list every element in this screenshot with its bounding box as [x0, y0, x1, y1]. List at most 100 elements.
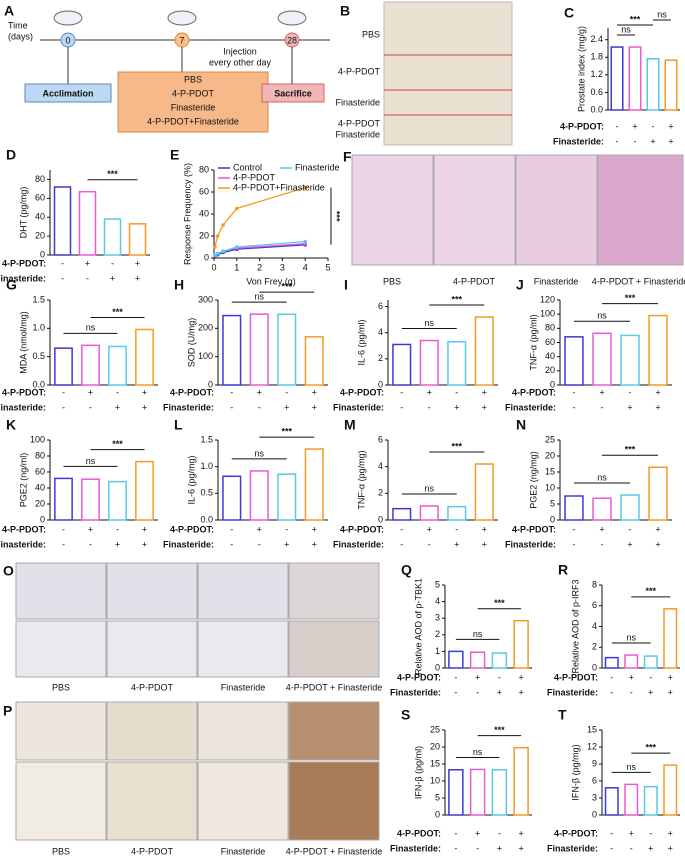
panel-letter: I — [344, 277, 348, 293]
condition-sign: + — [650, 136, 655, 146]
condition-sign: - — [111, 258, 114, 268]
condition-sign: + — [518, 687, 523, 697]
y-tick-label: 15 — [587, 724, 597, 734]
x-tick-label: 3 — [280, 262, 285, 272]
panel-letter: R — [558, 562, 568, 578]
sacrifice-box — [261, 83, 325, 103]
bar — [419, 339, 439, 386]
condition-sign: + — [427, 387, 432, 397]
condition-sign: + — [655, 402, 660, 412]
mouse-icon — [167, 10, 197, 26]
ihc-image — [15, 761, 107, 841]
condition-sign: - — [616, 136, 619, 146]
condition-sign: - — [610, 672, 613, 682]
condition-sign: - — [61, 258, 64, 268]
image-label: 4-P-PDOT — [131, 846, 174, 856]
ihc-image — [106, 620, 198, 678]
condition-sign: + — [599, 524, 604, 534]
condition-sign: + — [497, 843, 502, 853]
y-tick-label: 25 — [430, 724, 440, 734]
condition-sign: + — [142, 524, 147, 534]
bar — [624, 654, 639, 669]
y-tick-label: 40 — [35, 482, 45, 492]
y-tick-label: 0 — [40, 249, 45, 259]
bar — [128, 223, 147, 256]
x-tick-label: 0 — [211, 262, 216, 272]
y-axis-label: Relative AOD of p-TBK1 — [413, 578, 423, 675]
condition-sign: - — [285, 387, 288, 397]
condition-label: 4-P-PDOT: — [170, 387, 214, 397]
condition-sign: - — [62, 539, 65, 549]
data-point — [303, 185, 308, 190]
condition-label: Finasteride: — [333, 539, 384, 549]
data-point — [215, 251, 220, 256]
y-tick-label: 5 — [435, 579, 440, 589]
y-tick-label: 4 — [378, 327, 383, 337]
panel-letter: L — [174, 417, 183, 433]
image-label: PBS — [52, 682, 70, 692]
bar — [564, 336, 584, 386]
y-tick-label: 300 — [198, 294, 213, 304]
bar — [222, 475, 242, 521]
y-tick-label: 60 — [35, 466, 45, 476]
histology-image — [597, 154, 684, 266]
bar — [103, 218, 122, 256]
condition-sign: + — [599, 387, 604, 397]
condition-sign: + — [312, 539, 317, 549]
significance-label: ns — [597, 472, 607, 482]
bar — [663, 764, 678, 816]
condition-label: Finasteride: — [505, 539, 556, 549]
significance-label: *** — [645, 586, 656, 596]
y-tick-label: 100 — [198, 351, 213, 361]
condition-label: 4-P-PDOT: — [340, 524, 384, 534]
y-tick-label: 0.5 — [32, 351, 45, 361]
condition-sign: + — [627, 539, 632, 549]
y-axis-label: PGE2 (ng/ml) — [18, 453, 28, 508]
significance-label: *** — [625, 293, 636, 303]
bar — [474, 463, 494, 521]
panel-letter: P — [3, 703, 12, 719]
bar — [663, 608, 678, 669]
condition-sign: - — [400, 539, 403, 549]
condition-sign: + — [135, 273, 140, 283]
condition-sign: + — [257, 387, 262, 397]
mouse-icon — [53, 10, 83, 26]
condition-sign: - — [86, 273, 89, 283]
condition-sign: - — [454, 687, 457, 697]
condition-label: Finasteride: — [0, 273, 46, 283]
x-tick-label: 2 — [257, 262, 262, 272]
y-tick-label: 20 — [430, 741, 440, 751]
significance-label: *** — [112, 439, 123, 449]
condition-sign: + — [312, 524, 317, 534]
y-tick-label: 0 — [550, 514, 555, 524]
significance-label: *** — [645, 743, 656, 753]
day-label: 28 — [287, 35, 297, 45]
panel-letter: E — [170, 147, 179, 163]
condition-sign: - — [601, 539, 604, 549]
y-tick-label: 2.4 — [590, 34, 603, 44]
condition-sign: - — [89, 402, 92, 412]
bar — [620, 494, 640, 521]
bar — [53, 186, 72, 256]
condition-sign: + — [668, 843, 673, 853]
significance-label: *** — [107, 169, 118, 179]
image-label: 4-P-PDOT + Finasteride — [286, 682, 383, 692]
y-tick-label: 80 — [35, 450, 45, 460]
time-label: Time — [8, 20, 28, 30]
condition-label: Finasteride: — [390, 687, 441, 697]
condition-sign: - — [428, 539, 431, 549]
legend-label: Control — [233, 162, 262, 172]
series-line — [214, 186, 306, 248]
significance-label: ns — [254, 448, 264, 458]
bar — [646, 58, 660, 111]
condition-label: 4-P-PDOT: — [2, 524, 46, 534]
y-axis-label: DHT (pg/mg) — [18, 187, 28, 239]
bar — [135, 328, 154, 386]
condition-sign: - — [573, 402, 576, 412]
legend-label: Finasteride — [295, 162, 340, 172]
condition-sign: - — [62, 387, 65, 397]
panel-letter: C — [564, 5, 574, 21]
condition-sign: - — [258, 539, 261, 549]
injection-label: Injection — [223, 46, 257, 56]
condition-sign: - — [634, 136, 637, 146]
